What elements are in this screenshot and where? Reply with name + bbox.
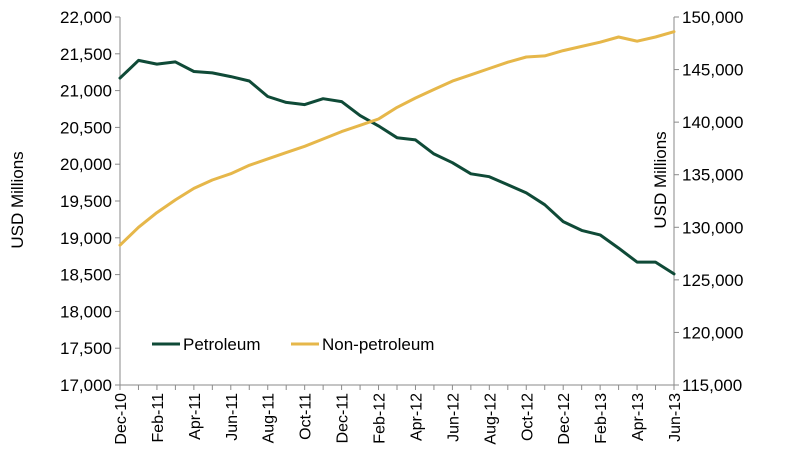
x-tick-label: Feb-11 (150, 393, 167, 443)
series-line-non-petroleum (118, 30, 676, 247)
legend-label-petroleum: Petroleum (183, 335, 260, 354)
x-tick-label: Dec-11 (335, 393, 352, 443)
x-tick-label: Feb-13 (593, 393, 610, 444)
right-tick-label: 120,000 (682, 323, 743, 342)
x-tick-label: Dec-10 (113, 393, 130, 445)
x-tick-label: Apr-12 (408, 393, 425, 441)
x-tick-label: Aug-11 (261, 393, 278, 444)
x-tick-label: Apr-11 (187, 393, 204, 440)
left-tick-label: 17,000 (60, 376, 112, 395)
left-tick-label: 19,500 (60, 192, 112, 211)
x-tick-label: Jun-11 (224, 393, 241, 441)
series-line-petroleum (118, 58, 676, 276)
left-axis-title: USD Millions (8, 151, 27, 248)
x-tick-label: Dec-12 (556, 393, 573, 445)
right-tick-label: 135,000 (682, 166, 743, 185)
left-tick-label: 17,500 (60, 339, 112, 358)
x-tick-label: Jun-13 (667, 393, 684, 442)
x-tick-label: Oct-12 (519, 393, 536, 441)
right-tick-label: 145,000 (682, 61, 743, 80)
right-tick-label: 125,000 (682, 271, 743, 290)
x-tick-label: Feb-12 (372, 393, 389, 444)
legend: Petroleum Non-petroleum (152, 335, 434, 354)
right-tick-label: 115,000 (682, 376, 742, 395)
left-tick-label: 20,500 (60, 118, 112, 137)
x-tick-label: Apr-13 (630, 393, 647, 441)
left-tick-label: 19,000 (60, 229, 112, 248)
x-tick-label: Aug-12 (482, 393, 499, 445)
left-tick-label: 21,500 (60, 45, 112, 64)
right-tick-label: 130,000 (682, 218, 743, 237)
left-tick-label: 20,000 (60, 155, 112, 174)
left-tick-label: 18,000 (60, 302, 112, 321)
x-tick-label: Oct-11 (298, 393, 315, 440)
x-tick-label: Jun-12 (445, 393, 462, 442)
right-tick-label: 140,000 (682, 113, 743, 132)
series-lines (118, 30, 676, 276)
right-axis-title: USD Millions (651, 131, 670, 228)
left-tick-label: 18,500 (60, 266, 112, 285)
left-tick-label: 22,000 (60, 8, 112, 27)
left-tick-label: 21,000 (60, 82, 112, 101)
tick-labels: 17,000 17,500 18,000 18,500 19,000 19,500 20,0… (60, 8, 743, 445)
legend-label-non-petroleum: Non-petroleum (322, 335, 434, 354)
axes (115, 16, 679, 390)
right-tick-label: 150,000 (682, 8, 743, 27)
